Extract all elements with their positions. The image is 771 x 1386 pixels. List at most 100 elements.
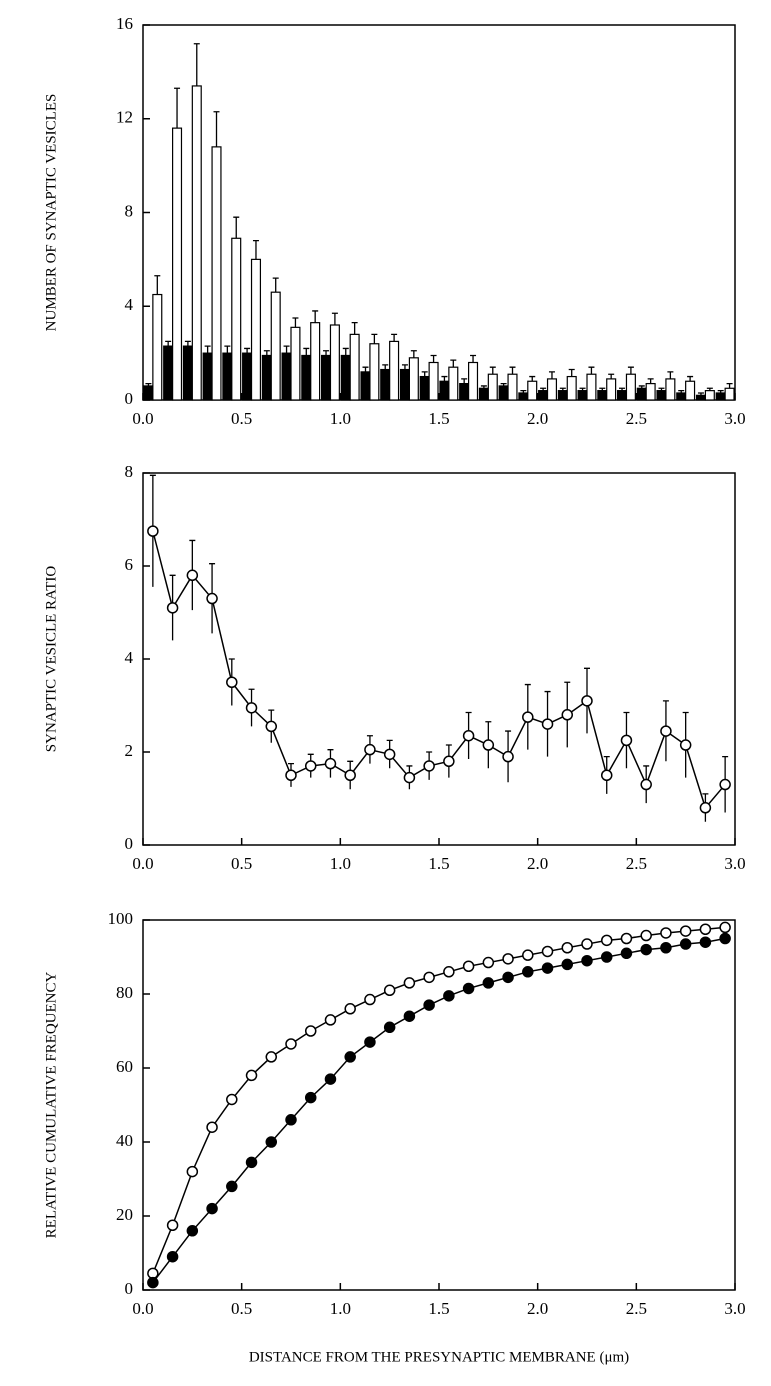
bar bbox=[724, 387, 735, 401]
point bbox=[166, 602, 179, 614]
bar bbox=[419, 375, 430, 401]
error-bar bbox=[224, 345, 231, 354]
error-bar bbox=[687, 375, 694, 382]
bar bbox=[557, 390, 568, 401]
bar bbox=[616, 390, 628, 401]
bar bbox=[636, 387, 647, 401]
y-tick-label: 20 bbox=[116, 1205, 133, 1224]
error-bar bbox=[658, 387, 665, 391]
error-bar bbox=[697, 392, 704, 396]
point bbox=[265, 1136, 278, 1148]
y-axis-label: NUMBER OF SYNAPTIC VESICLES bbox=[43, 94, 59, 332]
y-tick-label: 4 bbox=[125, 295, 134, 314]
error-bar bbox=[726, 382, 733, 389]
point bbox=[541, 945, 554, 958]
error-bar bbox=[450, 359, 457, 368]
point bbox=[304, 760, 317, 772]
point bbox=[719, 932, 731, 945]
series-line bbox=[152, 926, 726, 1274]
bar bbox=[329, 324, 340, 401]
error-bar bbox=[401, 364, 408, 370]
error-bar bbox=[193, 43, 200, 86]
bar bbox=[211, 146, 222, 401]
y-tick-label: 40 bbox=[116, 1131, 133, 1150]
error-bar bbox=[588, 366, 595, 375]
error-bar bbox=[145, 382, 152, 386]
error-bar bbox=[627, 366, 634, 375]
bar bbox=[507, 373, 518, 401]
point bbox=[482, 956, 495, 969]
point bbox=[186, 569, 199, 582]
point bbox=[522, 949, 534, 961]
point bbox=[522, 711, 534, 723]
error-bar bbox=[244, 347, 251, 354]
point bbox=[679, 739, 692, 751]
point bbox=[285, 769, 297, 781]
error-bar bbox=[520, 389, 527, 393]
x-tick-label: 1.0 bbox=[330, 854, 351, 873]
point bbox=[679, 938, 692, 950]
point bbox=[660, 942, 672, 954]
bar bbox=[498, 385, 509, 401]
error-bar bbox=[638, 385, 645, 389]
series-line bbox=[152, 937, 726, 1284]
error-bar bbox=[174, 87, 181, 129]
x-tick-label: 2.5 bbox=[626, 409, 647, 428]
error-bar bbox=[263, 350, 270, 356]
point bbox=[245, 702, 258, 714]
x-tick-label: 3.0 bbox=[724, 854, 745, 873]
point bbox=[640, 943, 652, 956]
bar bbox=[242, 352, 253, 401]
y-tick-label: 0 bbox=[125, 834, 134, 853]
bar bbox=[163, 345, 174, 401]
point bbox=[324, 1073, 337, 1085]
x-tick-label: 1.5 bbox=[428, 1299, 449, 1318]
bar bbox=[301, 354, 312, 401]
bar bbox=[645, 382, 656, 401]
bar bbox=[685, 380, 696, 401]
x-tick-label: 0.5 bbox=[231, 1299, 252, 1318]
error-bar bbox=[579, 387, 586, 391]
point bbox=[226, 1180, 238, 1193]
x-tick-label: 0.0 bbox=[132, 409, 153, 428]
error-bar bbox=[678, 389, 685, 393]
point bbox=[383, 1021, 396, 1034]
bar bbox=[389, 340, 400, 401]
point bbox=[699, 936, 712, 948]
point bbox=[324, 757, 337, 770]
error-bar bbox=[548, 371, 555, 379]
x-tick-label: 3.0 bbox=[724, 1299, 745, 1318]
error-bar bbox=[410, 350, 417, 358]
point bbox=[541, 962, 554, 974]
bar bbox=[152, 293, 163, 401]
point bbox=[502, 971, 514, 984]
bar bbox=[399, 368, 410, 401]
bar bbox=[448, 366, 459, 401]
error-bar bbox=[647, 378, 654, 384]
error-bar bbox=[441, 375, 448, 382]
bar bbox=[231, 237, 242, 401]
error-bar bbox=[342, 347, 349, 356]
x-tick-label: 2.5 bbox=[626, 1299, 647, 1318]
error-bar bbox=[480, 385, 487, 389]
point bbox=[265, 1051, 278, 1063]
x-tick-label: 1.5 bbox=[428, 854, 449, 873]
point bbox=[581, 695, 593, 707]
point bbox=[403, 771, 416, 784]
y-tick-label: 80 bbox=[116, 983, 133, 1002]
point bbox=[166, 1250, 179, 1263]
bar bbox=[172, 127, 183, 401]
point bbox=[640, 929, 652, 942]
point bbox=[245, 1069, 258, 1082]
error-bar bbox=[252, 239, 259, 260]
y-tick-label: 8 bbox=[125, 201, 134, 220]
point bbox=[719, 921, 731, 934]
error-bar bbox=[421, 371, 428, 377]
error-bar bbox=[362, 366, 369, 372]
y-tick-label: 16 bbox=[116, 14, 133, 33]
point bbox=[462, 960, 475, 972]
bar bbox=[360, 371, 371, 401]
point bbox=[462, 729, 475, 742]
bar bbox=[527, 380, 538, 401]
bar bbox=[202, 352, 213, 401]
